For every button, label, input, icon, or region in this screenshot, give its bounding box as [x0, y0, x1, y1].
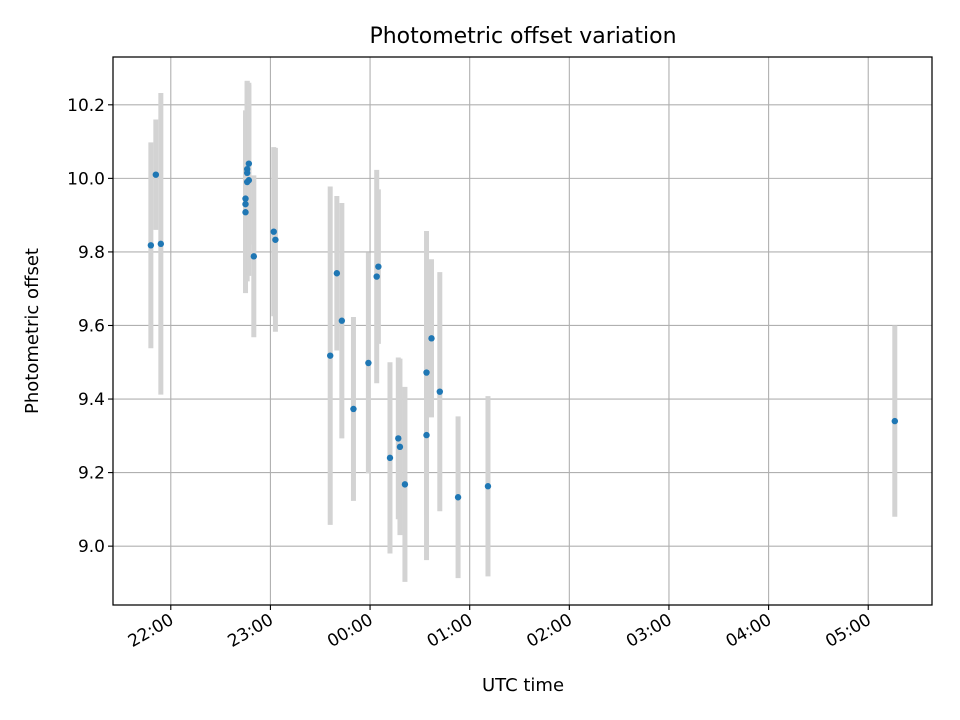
data-point [375, 263, 382, 270]
data-point [365, 359, 372, 367]
data-point [242, 209, 249, 216]
data-point [454, 494, 462, 501]
data-point [423, 431, 430, 439]
data-point [245, 160, 253, 167]
data-point [333, 270, 341, 277]
x-axis-label: UTC time [482, 675, 564, 696]
data-point [338, 317, 346, 324]
y-axis-ticks: 9.0 9.2 9.4 9.6 9.8 10.0 10.2 [67, 96, 113, 557]
y-tick-label: 9.8 [78, 243, 105, 263]
y-tick-label: 9.0 [78, 537, 105, 557]
data-point [272, 236, 279, 243]
data-point [245, 177, 253, 184]
data-point [428, 335, 435, 342]
plot-area-frame [112, 56, 933, 606]
data-point [891, 417, 899, 425]
data-point [386, 454, 394, 462]
data-point [396, 443, 404, 451]
data-point [373, 273, 380, 280]
data-point [401, 481, 409, 488]
data-point [157, 240, 165, 248]
data-points [147, 160, 899, 501]
data-point [242, 195, 249, 202]
data-point [395, 435, 402, 442]
data-point [152, 171, 160, 178]
data-point [423, 369, 430, 376]
y-tick-label: 10.0 [67, 169, 105, 189]
y-tick-label: 9.4 [78, 390, 105, 410]
data-point [147, 242, 155, 249]
data-point [436, 388, 444, 395]
grid [113, 57, 932, 605]
y-axis-label: Photometric offset [22, 248, 43, 414]
chart-title: Photometric offset variation [369, 24, 676, 49]
y-tick-label: 10.2 [67, 96, 105, 116]
y-tick-label: 9.6 [78, 316, 105, 336]
data-point [484, 483, 492, 490]
data-point [327, 352, 334, 359]
data-point [270, 228, 277, 235]
data-point [250, 253, 258, 260]
y-tick-label: 9.2 [78, 464, 105, 484]
data-point [243, 165, 251, 173]
data-point [242, 200, 249, 208]
data-point [350, 405, 357, 413]
